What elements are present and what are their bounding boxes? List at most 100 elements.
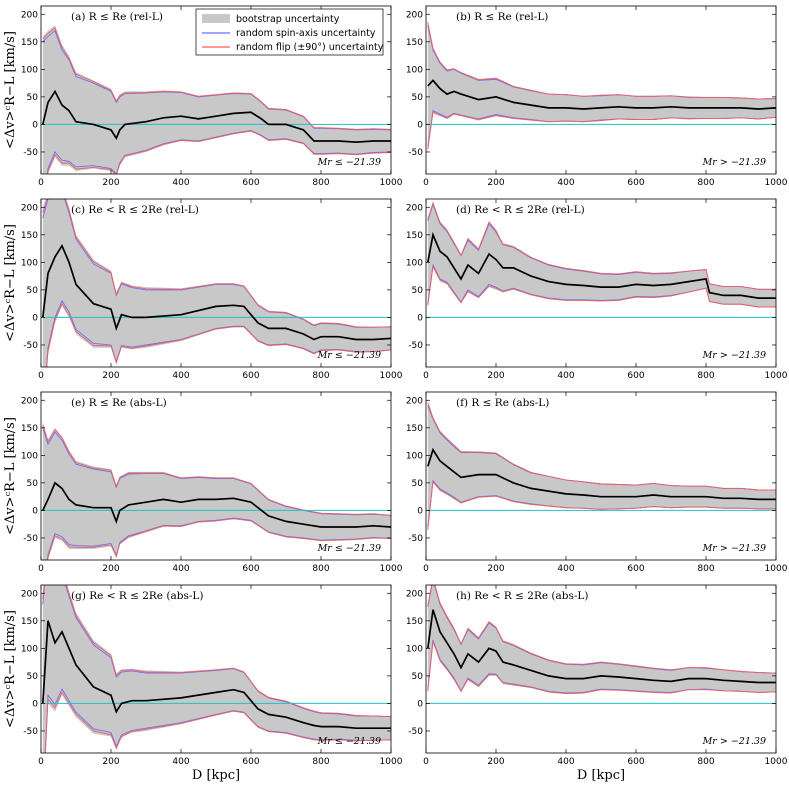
x-tick-label: 200 <box>487 371 504 381</box>
x-tick-label: 600 <box>242 757 259 767</box>
magnitude-label: Mr ≤ −21.39 <box>317 736 381 747</box>
y-tick-label: 150 <box>21 424 38 434</box>
y-tick-label: 200 <box>21 589 38 599</box>
bootstrap-band <box>427 400 776 533</box>
x-tick-label: 200 <box>487 564 504 574</box>
flip-upper-line <box>427 22 776 100</box>
x-tick-label: 400 <box>172 371 189 381</box>
y-tick-label: -50 <box>408 341 423 351</box>
y-tick-label: 0 <box>32 506 38 516</box>
bootstrap-band <box>42 199 391 367</box>
x-tick-label: 800 <box>312 371 329 381</box>
x-tick-label: 1000 <box>380 371 403 381</box>
flip-lower-line <box>47 518 391 560</box>
mean-line <box>42 481 391 528</box>
spin-axis-lower-line <box>46 130 391 174</box>
y-tick-label: 200 <box>21 10 38 20</box>
magnitude-label: Mr > −21.39 <box>702 350 766 361</box>
x-tick-label: 600 <box>242 371 259 381</box>
bootstrap-band <box>427 585 776 695</box>
magnitude-label: Mr > −21.39 <box>702 543 766 554</box>
x-tick-label: 1000 <box>765 564 788 574</box>
mean-line <box>426 609 776 684</box>
x-tick-label: 200 <box>102 178 119 188</box>
y-tick-label: 150 <box>21 231 38 241</box>
legend: bootstrap uncertainty random spin-axis un… <box>195 8 384 56</box>
x-tick-label: 600 <box>627 178 644 188</box>
panel-e: 0 200 400 600 800 1000 -50 0 50 100 150 200 (e) R ≤ … <box>3 391 403 574</box>
magnitude-label: Mr ≤ −21.39 <box>317 350 381 361</box>
x-tick-label: 1000 <box>380 564 403 574</box>
y-tick-label: 50 <box>412 286 424 296</box>
flip-upper-line <box>427 201 776 290</box>
panel-title: (e) R ≤ Re (abs-L) <box>71 397 167 409</box>
x-tick-label: 200 <box>102 564 119 574</box>
x-tick-label: 400 <box>557 178 574 188</box>
x-tick-label: 200 <box>102 371 119 381</box>
x-tick-label: 400 <box>172 757 189 767</box>
panel-plot-area <box>426 400 776 533</box>
flip-lower-line <box>427 641 776 694</box>
x-axis-label: D [kpc] <box>192 768 240 783</box>
panel-title: (c) Re < R ≤ 2Re (rel-L) <box>71 204 199 216</box>
y-tick-label: 150 <box>21 38 38 48</box>
bootstrap-band <box>42 25 391 174</box>
x-tick-label: 200 <box>487 757 504 767</box>
panel-a: 0 200 400 600 800 1000 -50 0 50 100 150 200 (a) R ≤ … <box>3 5 403 188</box>
panel-title: (a) R ≤ Re (rel-L) <box>71 11 163 23</box>
axes-frame <box>40 391 392 561</box>
x-tick-label: 400 <box>172 564 189 574</box>
panel-c: 0 200 400 600 800 1000 -50 0 50 100 150 200 (c) Re <… <box>3 198 403 381</box>
y-axis-label: <Δv>ᶜR−L [km/s] <box>3 31 18 149</box>
panel-plot-area <box>426 201 776 318</box>
x-tick-label: 1000 <box>380 757 403 767</box>
y-tick-label: -50 <box>23 148 38 158</box>
x-tick-label: 0 <box>38 564 44 574</box>
spin-axis-upper-line <box>42 199 391 328</box>
flip-lower-line <box>427 265 776 308</box>
y-tick-label: 50 <box>412 672 424 682</box>
x-tick-label: 400 <box>557 757 574 767</box>
x-tick-label: 1000 <box>765 178 788 188</box>
x-tick-label: 800 <box>697 757 714 767</box>
panel-f: 0 200 400 600 800 1000 -50 0 50 100 150 200 (f) R ≤ … <box>406 391 788 574</box>
axes-frame <box>425 198 777 368</box>
x-tick-label: 400 <box>557 564 574 574</box>
x-tick-label: 800 <box>312 564 329 574</box>
axes-frame <box>425 5 777 175</box>
y-tick-label: 50 <box>27 672 39 682</box>
y-tick-label: 200 <box>406 396 423 406</box>
y-tick-label: 100 <box>21 65 38 75</box>
legend-spin-label: random spin-axis uncertainty <box>236 28 376 39</box>
panel-d: 0 200 400 600 800 1000 -50 0 50 100 150 200 (d) Re <… <box>406 198 788 381</box>
x-tick-label: 600 <box>242 178 259 188</box>
x-tick-label: 800 <box>697 178 714 188</box>
y-tick-label: 50 <box>27 479 39 489</box>
y-tick-label: -50 <box>408 148 423 158</box>
panel-plot-area <box>41 25 391 174</box>
y-tick-label: 50 <box>27 286 39 296</box>
y-tick-label: 0 <box>32 120 38 130</box>
panel-b: 0 200 400 600 800 1000 -50 0 50 100 150 200 (b) R ≤ … <box>406 5 788 188</box>
mean-line <box>426 231 776 299</box>
flip-lower-line <box>47 130 391 174</box>
spin-axis-lower-line <box>44 688 391 753</box>
x-tick-label: 0 <box>38 178 44 188</box>
mean-line <box>427 79 776 110</box>
mean-line <box>41 243 391 341</box>
x-tick-label: 0 <box>423 178 429 188</box>
spin-axis-upper-line <box>42 427 391 516</box>
y-axis-label: <Δv>ᶜR−L [km/s] <box>3 610 18 728</box>
legend-bootstrap-swatch <box>202 14 230 23</box>
y-tick-label: 200 <box>406 589 423 599</box>
flip-upper-line <box>42 199 391 328</box>
panel-title: (g) Re < R ≤ 2Re (abs-L) <box>71 590 203 602</box>
magnitude-label: Mr ≤ −21.39 <box>317 157 381 168</box>
y-tick-label: 150 <box>21 617 38 627</box>
y-tick-label: 100 <box>21 451 38 461</box>
panel-g: 0 200 400 600 800 1000 -50 0 50 100 150 200 (g) Re <… <box>3 584 403 783</box>
panel-title: (h) Re < R ≤ 2Re (abs-L) <box>456 590 589 602</box>
x-tick-label: 600 <box>627 564 644 574</box>
x-tick-label: 400 <box>172 178 189 188</box>
